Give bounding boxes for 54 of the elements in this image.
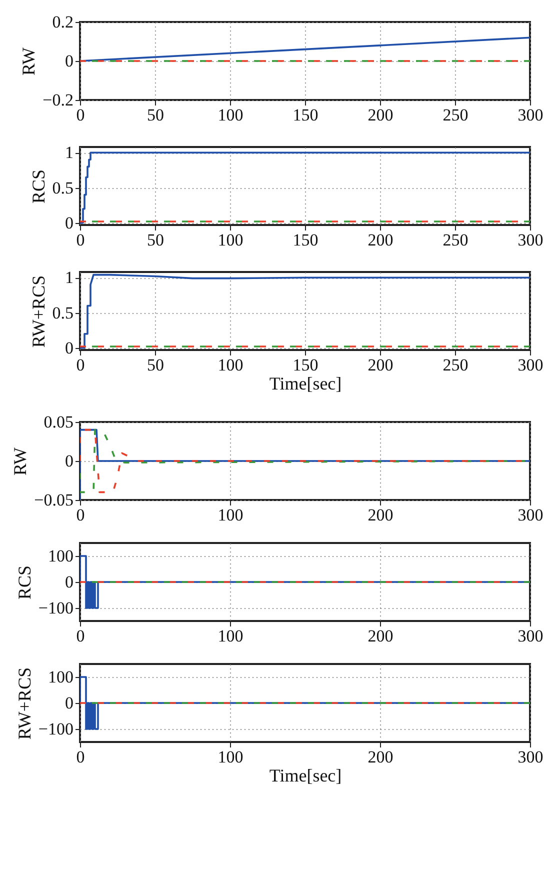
y-axis-title: RCS bbox=[14, 565, 34, 600]
y-tick-label: 0 bbox=[65, 52, 74, 70]
y-tick-label: 0.2 bbox=[52, 12, 74, 32]
y-tick-label: −0.05 bbox=[34, 490, 74, 510]
x-axis-title: Time[sec] bbox=[269, 766, 342, 786]
x-tick-label: 300 bbox=[518, 230, 544, 250]
x-axis-title: Time[sec] bbox=[269, 374, 342, 394]
x-tick-label: 300 bbox=[518, 626, 544, 646]
y-tick-label: −0.2 bbox=[42, 90, 74, 110]
x-tick-label: 200 bbox=[368, 748, 394, 766]
x-tick-label: 100 bbox=[218, 356, 244, 374]
y-tick-label: 0 bbox=[65, 452, 74, 470]
y-tick-label: 100 bbox=[48, 668, 74, 686]
y-tick-label: 0 bbox=[65, 572, 74, 592]
x-tick-label: 150 bbox=[292, 106, 318, 124]
x-tick-label: 100 bbox=[218, 230, 244, 250]
y-axis-title: RCS bbox=[28, 169, 48, 204]
y-axis-title: RW+RCS bbox=[28, 275, 48, 348]
x-tick-label: 100 bbox=[218, 106, 244, 124]
x-tick-label: 50 bbox=[147, 230, 164, 250]
x-tick-label: 200 bbox=[368, 626, 394, 646]
y-axis-title: RW+RCS bbox=[14, 667, 34, 740]
y-tick-label: 0.5 bbox=[52, 303, 74, 322]
y-tick-label: 0 bbox=[65, 213, 74, 232]
x-tick-label: 100 bbox=[218, 506, 244, 524]
x-tick-label: 200 bbox=[368, 230, 394, 250]
x-tick-label: 300 bbox=[518, 748, 544, 766]
x-tick-label: 300 bbox=[518, 106, 544, 124]
y-tick-label: −100 bbox=[38, 720, 74, 738]
x-tick-label: 50 bbox=[147, 356, 164, 374]
line-series bbox=[80, 274, 530, 349]
y-tick-label: 0 bbox=[65, 694, 74, 712]
x-tick-label: 300 bbox=[518, 356, 544, 374]
y-axis-title: RW bbox=[10, 447, 30, 476]
y-tick-label: 1 bbox=[65, 268, 74, 288]
y-tick-label: 0.5 bbox=[52, 178, 74, 198]
x-tick-label: 100 bbox=[218, 748, 244, 766]
y-axis-title: RW bbox=[18, 47, 39, 76]
x-tick-label: 50 bbox=[147, 106, 164, 124]
y-tick-label: 1 bbox=[65, 143, 74, 162]
y-tick-label: 100 bbox=[48, 546, 74, 566]
y-tick-label: 0.05 bbox=[44, 412, 74, 432]
x-tick-label: 200 bbox=[368, 506, 394, 524]
x-tick-label: 300 bbox=[518, 506, 544, 524]
x-tick-label: 100 bbox=[218, 626, 244, 646]
x-tick-label: 150 bbox=[292, 230, 318, 250]
x-tick-label: 250 bbox=[442, 230, 468, 250]
x-tick-label: 250 bbox=[442, 106, 468, 124]
x-tick-label: 200 bbox=[368, 106, 394, 124]
x-tick-label: 250 bbox=[442, 356, 468, 374]
x-tick-label: 150 bbox=[292, 356, 318, 374]
y-tick-label: 0 bbox=[65, 338, 74, 358]
x-tick-label: 200 bbox=[368, 356, 394, 374]
y-tick-label: −100 bbox=[38, 598, 74, 618]
